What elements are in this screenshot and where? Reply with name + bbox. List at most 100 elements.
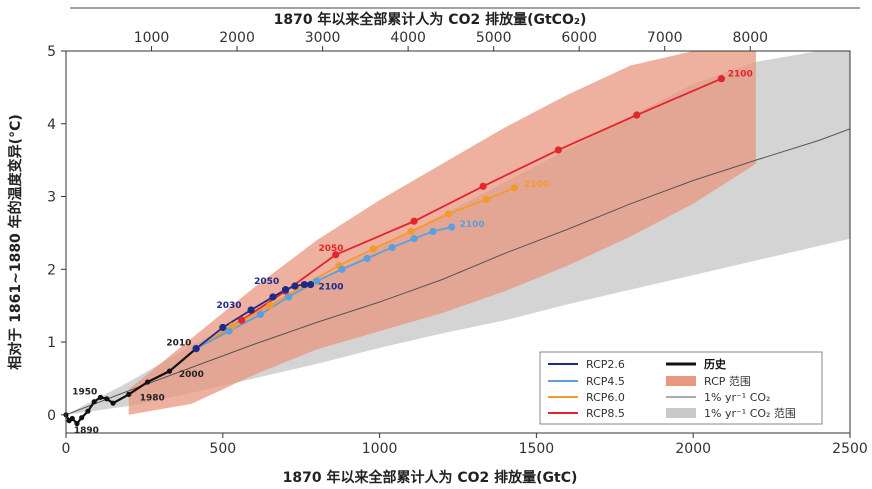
rcp26-point [291,282,299,290]
x-tick-label: 0 [62,441,71,457]
rcp26-point [281,286,290,294]
rcp60-point [266,302,274,310]
rcp26-point [192,344,200,353]
rcp60-point [444,210,453,218]
legend-label: 历史 [704,357,727,371]
rcp85-label: 2050 [318,244,343,254]
y-tick-label: 4 [47,117,56,133]
history-point [126,391,132,398]
x2-tick-label: 5000 [476,30,512,46]
x-axis-title: 1870 年以来全部累计人为 CO2 排放量(GtC) [283,469,578,486]
plot-area: 1950 1890 1980 2000 2010 2050 2100 2100 2100 2030… [63,50,851,436]
history-point [97,394,104,400]
top-axis-ticks: 1000 2000 3000 4000 5000 6000 7000 8000 [134,30,768,51]
x-tick-label: 1000 [362,441,398,457]
x2-tick-label: 4000 [390,30,426,46]
x2-tick-label: 3000 [305,30,341,46]
legend-swatch [666,408,696,418]
legend-label: RCP 范围 [704,374,751,388]
rcp45-point [225,327,233,335]
rcp26-point [300,280,308,289]
rcp26-point [247,306,255,314]
x2-tick-label: 6000 [561,30,597,46]
legend-label: RCP2.6 [586,358,625,371]
series-points [63,75,726,427]
history-point [85,408,91,414]
rcp45-label: 2100 [460,220,485,230]
history-point [110,400,116,406]
legend-label: 1% yr⁻¹ CO₂ 范围 [704,406,796,420]
legend-label: RCP6.0 [586,391,625,404]
rcp45-point [285,293,293,301]
legend-label: RCP4.5 [586,375,625,388]
history-point [74,420,80,427]
point-labels: 1950 1890 1980 2000 2010 2050 2100 2100 2100 2030… [72,69,752,436]
pct1-line [66,128,850,416]
rcp45-point [363,254,371,262]
rcp26-label: 2050 [254,277,279,287]
rcp85-point [410,217,418,225]
rcp26-point [219,323,227,332]
rcp26-label: 2030 [217,301,242,311]
history-label: 2010 [166,339,191,349]
y-tick-label: 2 [47,262,56,278]
history-label: 2000 [179,370,204,380]
top-axis-title: 1870 年以来全部累计人为 CO2 排放量(GtCO₂) [274,11,587,28]
rcp45-point [448,223,456,231]
legend-label: 1% yr⁻¹ CO₂ [704,391,770,404]
rcp45-point [313,277,321,285]
y-tick-label: 5 [47,44,56,60]
rcp85-point [633,111,641,119]
x-tick-label: 2000 [675,441,711,457]
rcp85-point [332,251,340,259]
x-tick-label: 1500 [519,441,555,457]
history-label: 1980 [140,393,165,403]
history-point [104,396,110,402]
legend-swatch [666,376,696,386]
legend-label: RCP8.5 [586,407,625,420]
rcp60-point [510,184,519,192]
rcp60-point [369,245,377,253]
x2-tick-label: 7000 [647,30,683,46]
x-tick-label: 500 [209,441,236,457]
rcp85-point [717,75,726,83]
y-tick-label: 3 [47,190,56,206]
plot-frame [65,50,851,434]
history-point [79,415,85,421]
rcp45-point [410,235,418,243]
rcp60-point [407,227,415,236]
rcp85-point [479,182,487,190]
range-bands [66,51,850,415]
rcp26-point [269,293,277,301]
y-tick-label: 0 [47,408,56,424]
rcp45-point [429,227,437,236]
x2-tick-label: 2000 [219,30,255,46]
rcp26-label: 2100 [318,283,343,293]
y-axis-title: 相对于 1861~1880 年的温度变异(°C) [7,114,24,369]
history-label: 1950 [72,387,97,397]
rcp85-point [238,316,246,324]
x-axis-ticks: 0 500 1000 1500 2000 2500 [62,433,868,457]
history-label: 1890 [74,426,99,436]
rcp45-point [388,243,396,252]
rcp60-line [195,186,515,350]
rcp85-point [554,146,562,154]
y-tick-label: 1 [47,335,56,351]
history-point [144,379,151,385]
x2-tick-label: 8000 [732,30,768,46]
rcp60-point [482,195,490,204]
x2-tick-label: 1000 [134,30,170,46]
rcp60-label: 2100 [524,180,549,190]
rcp-range-band [128,51,756,415]
rcp85-label: 2100 [728,69,753,79]
legend: RCP2.6 RCP4.5 RCP6.0 RCP8.5 历史 RCP 范围 1% yr⁻¹ … [539,351,823,425]
x-tick-label: 2500 [832,441,868,457]
history-point [166,368,173,374]
history-point [69,415,75,422]
y-axis-ticks: 0 1 2 3 4 5 [47,44,66,424]
rcp26-point [307,280,315,289]
rcp45-point [256,310,265,318]
history-point [91,399,97,405]
rcp45-point [338,265,346,273]
